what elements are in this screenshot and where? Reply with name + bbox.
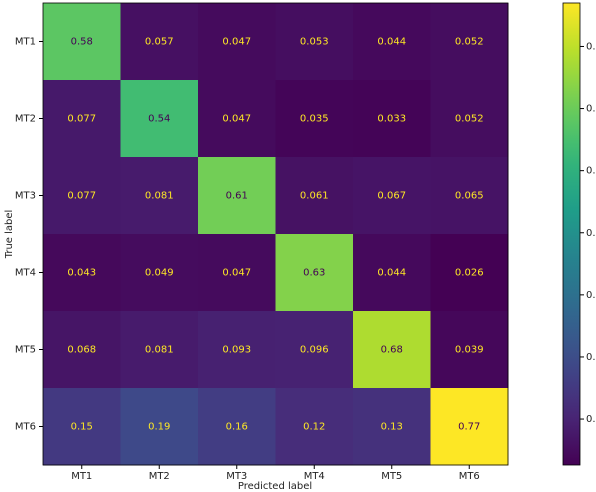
heatmap-cell	[275, 3, 354, 81]
cell-label: 0.057	[145, 37, 174, 48]
heatmap-cell	[430, 157, 509, 235]
colorbar-tick-label: 0.7	[586, 41, 596, 52]
cell-label: 0.58	[71, 37, 93, 48]
cell-label: 0.077	[67, 191, 96, 202]
heatmap-cell	[198, 3, 276, 81]
cell-label: 0.63	[303, 268, 325, 279]
plot-frame	[42, 2, 509, 466]
y-tick-label: MT1	[15, 37, 36, 48]
cell-label: 0.065	[455, 191, 484, 202]
heatmap-cell	[43, 311, 121, 389]
cell-label: 0.15	[71, 422, 93, 433]
heatmap-cell	[120, 3, 199, 81]
cell-label: 0.035	[300, 114, 329, 125]
heatmap-cell	[275, 157, 354, 235]
cell-label: 0.096	[300, 345, 329, 356]
cell-label: 0.061	[300, 191, 329, 202]
heatmap-cell	[120, 388, 199, 466]
heatmap-cell	[353, 311, 431, 389]
cell-label: 0.61	[226, 191, 248, 202]
colorbar-tick-label: 0.5	[586, 166, 596, 177]
heatmap-cell	[198, 311, 276, 389]
heatmap-cell	[430, 234, 509, 312]
heatmap-cell	[353, 157, 431, 235]
cell-label: 0.039	[455, 345, 484, 356]
cell-label: 0.047	[222, 114, 251, 125]
heatmap-cell	[198, 157, 276, 235]
heatmap-cell	[353, 80, 431, 158]
x-axis-label: Predicted label	[238, 481, 312, 492]
heatmap-cell	[43, 80, 121, 158]
heatmap-cell	[120, 311, 199, 389]
heatmap-cell	[198, 388, 276, 466]
heatmap-cell	[430, 80, 509, 158]
cell-label: 0.067	[377, 191, 406, 202]
cell-label: 0.052	[455, 37, 484, 48]
x-tick-label: MT5	[381, 471, 402, 482]
y-tick-label: MT2	[15, 114, 36, 125]
y-tick-label: MT3	[15, 191, 36, 202]
cell-label: 0.093	[222, 345, 251, 356]
cell-label: 0.19	[148, 422, 170, 433]
heatmap-cell	[430, 311, 509, 389]
x-tick-label: MT2	[149, 471, 170, 482]
heatmap-cell	[430, 388, 509, 466]
heatmap-cell	[43, 3, 121, 81]
heatmap-cell	[353, 234, 431, 312]
cell-label: 0.12	[303, 422, 325, 433]
heatmap-cell	[275, 311, 354, 389]
cell-label: 0.026	[455, 268, 484, 279]
heatmap-cell	[275, 80, 354, 158]
cell-label: 0.77	[458, 422, 480, 433]
heatmap-cell	[198, 80, 276, 158]
heatmap-cell	[353, 388, 431, 466]
cell-label: 0.54	[148, 114, 170, 125]
heatmap-cell	[120, 80, 199, 158]
cell-label: 0.047	[222, 37, 251, 48]
y-axis-label: True label	[4, 210, 15, 260]
cell-label: 0.043	[67, 268, 96, 279]
heatmap-cell	[120, 234, 199, 312]
x-tick-label: MT3	[226, 471, 247, 482]
x-tick-label: MT1	[71, 471, 92, 482]
heatmap-cell	[43, 157, 121, 235]
heatmap-cell	[43, 388, 121, 466]
cell-label: 0.081	[145, 191, 174, 202]
x-tick-label: MT6	[459, 471, 480, 482]
y-tick-label: MT6	[15, 422, 36, 433]
cell-label: 0.033	[377, 114, 406, 125]
cell-label: 0.053	[300, 37, 329, 48]
colorbar-tick-label: 0.2	[586, 352, 596, 363]
colorbar-tick-label: 0.3	[586, 290, 596, 301]
colorbar-tick-label: 0.4	[586, 228, 596, 239]
heatmap-cell	[198, 234, 276, 312]
y-tick-label: MT5	[15, 345, 36, 356]
cell-label: 0.044	[377, 37, 406, 48]
cell-label: 0.052	[455, 114, 484, 125]
heatmap-cell	[43, 234, 121, 312]
cell-label: 0.049	[145, 268, 174, 279]
cell-label: 0.16	[226, 422, 248, 433]
heatmap-cell	[353, 3, 431, 81]
cell-label: 0.044	[377, 268, 406, 279]
colorbar	[562, 2, 581, 466]
cell-label: 0.68	[381, 345, 403, 356]
cell-label: 0.081	[145, 345, 174, 356]
cell-label: 0.068	[67, 345, 96, 356]
x-tick-label: MT4	[304, 471, 325, 482]
heatmap-cell	[275, 234, 354, 312]
heatmap-cell	[120, 157, 199, 235]
cell-label: 0.13	[381, 422, 403, 433]
colorbar-tick-label: 0.1	[586, 414, 596, 425]
cell-label: 0.047	[222, 268, 251, 279]
colorbar-tick-label: 0.6	[586, 104, 596, 115]
heatmap-cell	[430, 3, 509, 81]
cell-label: 0.077	[67, 114, 96, 125]
heatmap-cell	[275, 388, 354, 466]
y-tick-label: MT4	[15, 268, 36, 279]
